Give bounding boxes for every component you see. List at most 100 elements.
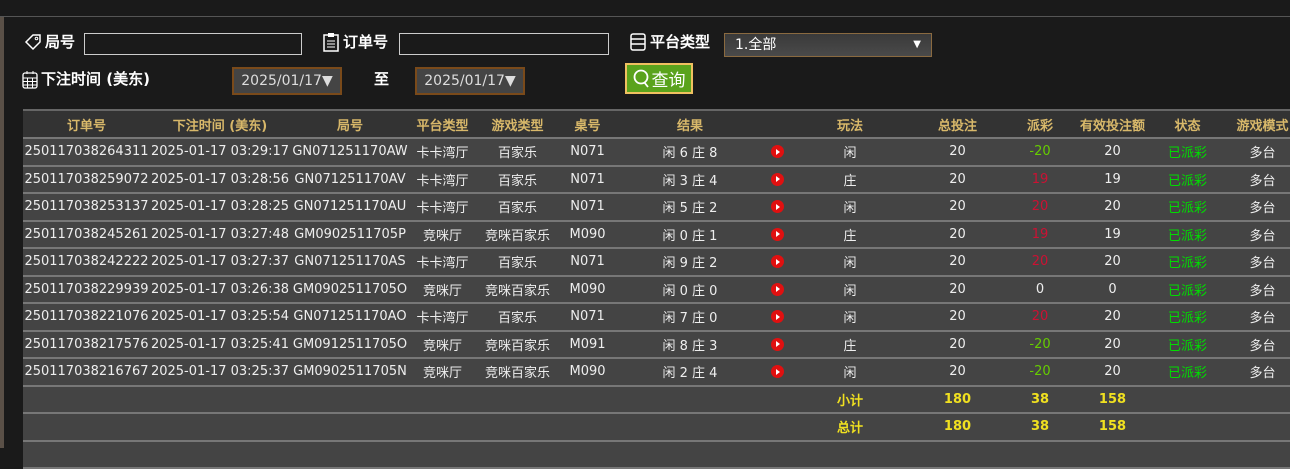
round-input[interactable] xyxy=(84,33,302,55)
search-icon xyxy=(633,69,649,88)
platform-selected: 1.全部 xyxy=(735,37,777,53)
cell-order-no: 250117038264311 xyxy=(23,138,150,167)
column-header-valid-bet: 有效投注额 xyxy=(1075,109,1150,139)
cell-total-bet: 20 xyxy=(910,193,1005,222)
subtotal-row-payout: 38 xyxy=(1005,385,1075,414)
platform-select[interactable]: 1.全部 ▼ xyxy=(724,33,932,57)
play-video-icon[interactable] xyxy=(771,310,784,324)
order-input[interactable] xyxy=(399,33,609,55)
column-header-game-type: 游戏类型 xyxy=(475,109,560,139)
cell-result: 闲 2 庄 4 xyxy=(615,358,765,387)
grand-total-row-valid-bet: 158 xyxy=(1075,413,1150,442)
subtotal-row-total-bet: 180 xyxy=(910,385,1005,414)
cell-payout: 19 xyxy=(1005,220,1075,249)
empty-cell xyxy=(615,385,765,414)
cell-game-type: 百家乐 xyxy=(475,138,560,167)
cell-game-mode: 多台 xyxy=(1225,248,1290,277)
to-label-text: 至 xyxy=(374,70,390,88)
empty-cell xyxy=(1225,440,1290,469)
cell-payout: 20 xyxy=(1005,193,1075,222)
cell-game-mode: 多台 xyxy=(1225,220,1290,249)
table-row[interactable]: 250117038242222 2025-01-17 03:27:37 GN0712… xyxy=(23,248,1290,277)
cell-table-no: N071 xyxy=(560,193,615,222)
play-video-icon[interactable] xyxy=(771,255,784,269)
column-header-payout: 派彩 xyxy=(1005,109,1075,139)
empty-cell xyxy=(1225,385,1290,414)
table-row[interactable]: 250117038253137 2025-01-17 03:28:25 GN0712… xyxy=(23,193,1290,222)
play-video-icon[interactable] xyxy=(771,227,784,241)
query-button[interactable]: 查询 xyxy=(625,63,693,94)
cell-round-no: GM0902511705O xyxy=(290,275,410,304)
cell-bet-time: 2025-01-17 03:25:41 xyxy=(150,330,290,359)
table-row[interactable]: 250117038245261 2025-01-17 03:27:48 GM0902… xyxy=(23,220,1290,249)
table-header-row: 订单号 下注时间 (美东) 局号 平台类型 游戏类型 桌号 结果 玩法 总投注 派彩 有效投注额 状态… xyxy=(23,109,1290,139)
grand-total-row-label: 总计 xyxy=(790,413,910,442)
play-video-icon[interactable] xyxy=(771,145,784,159)
play-video-icon[interactable] xyxy=(771,337,784,351)
play-video-icon[interactable] xyxy=(771,200,784,214)
cell-platform: 卡卡湾厅 xyxy=(410,193,475,222)
table-row[interactable]: 250117038221076 2025-01-17 03:25:54 GN0712… xyxy=(23,303,1290,332)
table-row[interactable]: 250117038264311 2025-01-17 03:29:17 GN0712… xyxy=(23,138,1290,167)
empty-cell xyxy=(765,440,790,469)
cell-payout: 0 xyxy=(1005,275,1075,304)
cell-bet-time: 2025-01-17 03:28:56 xyxy=(150,165,290,194)
cell-status: 已派彩 xyxy=(1150,220,1225,249)
empty-cell xyxy=(23,385,150,414)
empty-row xyxy=(23,440,1290,469)
play-video-icon[interactable] xyxy=(771,172,784,186)
column-header-total-bet: 总投注 xyxy=(910,109,1005,139)
play-video-icon[interactable] xyxy=(771,282,784,296)
grand-total-row: 总计 180 38 158 xyxy=(23,413,1290,442)
play-video-icon[interactable] xyxy=(771,365,784,379)
cell-bet-time: 2025-01-17 03:27:37 xyxy=(150,248,290,277)
video-cell xyxy=(765,358,790,387)
cell-payout: 19 xyxy=(1005,165,1075,194)
table-row[interactable]: 250117038229939 2025-01-17 03:26:38 GM0902… xyxy=(23,275,1290,304)
cell-round-no: GM0912511705O xyxy=(290,330,410,359)
empty-cell xyxy=(1075,440,1150,469)
date-to-picker[interactable]: 2025/01/17▼ xyxy=(415,67,525,95)
column-header-game-mode: 游戏模式 xyxy=(1225,109,1290,139)
cell-platform: 竞咪厅 xyxy=(410,358,475,387)
table-row[interactable]: 250117038259072 2025-01-17 03:28:56 GN0712… xyxy=(23,165,1290,194)
cell-order-no: 250117038253137 xyxy=(23,193,150,222)
left-edge xyxy=(0,17,4,448)
empty-cell xyxy=(1150,413,1225,442)
empty-cell xyxy=(410,413,475,442)
cell-bet-time: 2025-01-17 03:25:37 xyxy=(150,358,290,387)
cell-order-no: 250117038217576 xyxy=(23,330,150,359)
query-button-label: 查询 xyxy=(651,71,686,91)
cell-round-no: GM0902511705N xyxy=(290,358,410,387)
video-cell xyxy=(765,193,790,222)
cell-result: 闲 3 庄 4 xyxy=(615,165,765,194)
subtotal-row: 小计 180 38 158 xyxy=(23,385,1290,414)
cell-total-bet: 20 xyxy=(910,303,1005,332)
table-row[interactable]: 250117038217576 2025-01-17 03:25:41 GM0912… xyxy=(23,330,1290,359)
cell-status: 已派彩 xyxy=(1150,193,1225,222)
cell-total-bet: 20 xyxy=(910,248,1005,277)
column-header-status: 状态 xyxy=(1150,109,1225,139)
empty-cell xyxy=(410,440,475,469)
table-row[interactable]: 250117038216767 2025-01-17 03:25:37 GM0902… xyxy=(23,358,1290,387)
top-divider xyxy=(0,16,1290,17)
cell-bet-time: 2025-01-17 03:28:25 xyxy=(150,193,290,222)
cell-table-no: M091 xyxy=(560,330,615,359)
cell-round-no: GN071251170AO xyxy=(290,303,410,332)
cell-play-type: 庄 xyxy=(790,220,910,249)
column-header-table-no: 桌号 xyxy=(560,109,615,139)
empty-cell xyxy=(560,440,615,469)
cell-valid-bet: 20 xyxy=(1075,303,1150,332)
column-header-round-no: 局号 xyxy=(290,109,410,139)
cell-table-no: N071 xyxy=(560,303,615,332)
cell-game-mode: 多台 xyxy=(1225,303,1290,332)
cell-status: 已派彩 xyxy=(1150,358,1225,387)
cell-valid-bet: 19 xyxy=(1075,220,1150,249)
cell-play-type: 闲 xyxy=(790,275,910,304)
empty-cell xyxy=(290,440,410,469)
date-from-picker[interactable]: 2025/01/17▼ xyxy=(232,67,342,95)
cell-play-type: 闲 xyxy=(790,138,910,167)
cell-game-type: 竞咪百家乐 xyxy=(475,275,560,304)
empty-cell xyxy=(475,440,560,469)
cell-play-type: 庄 xyxy=(790,165,910,194)
